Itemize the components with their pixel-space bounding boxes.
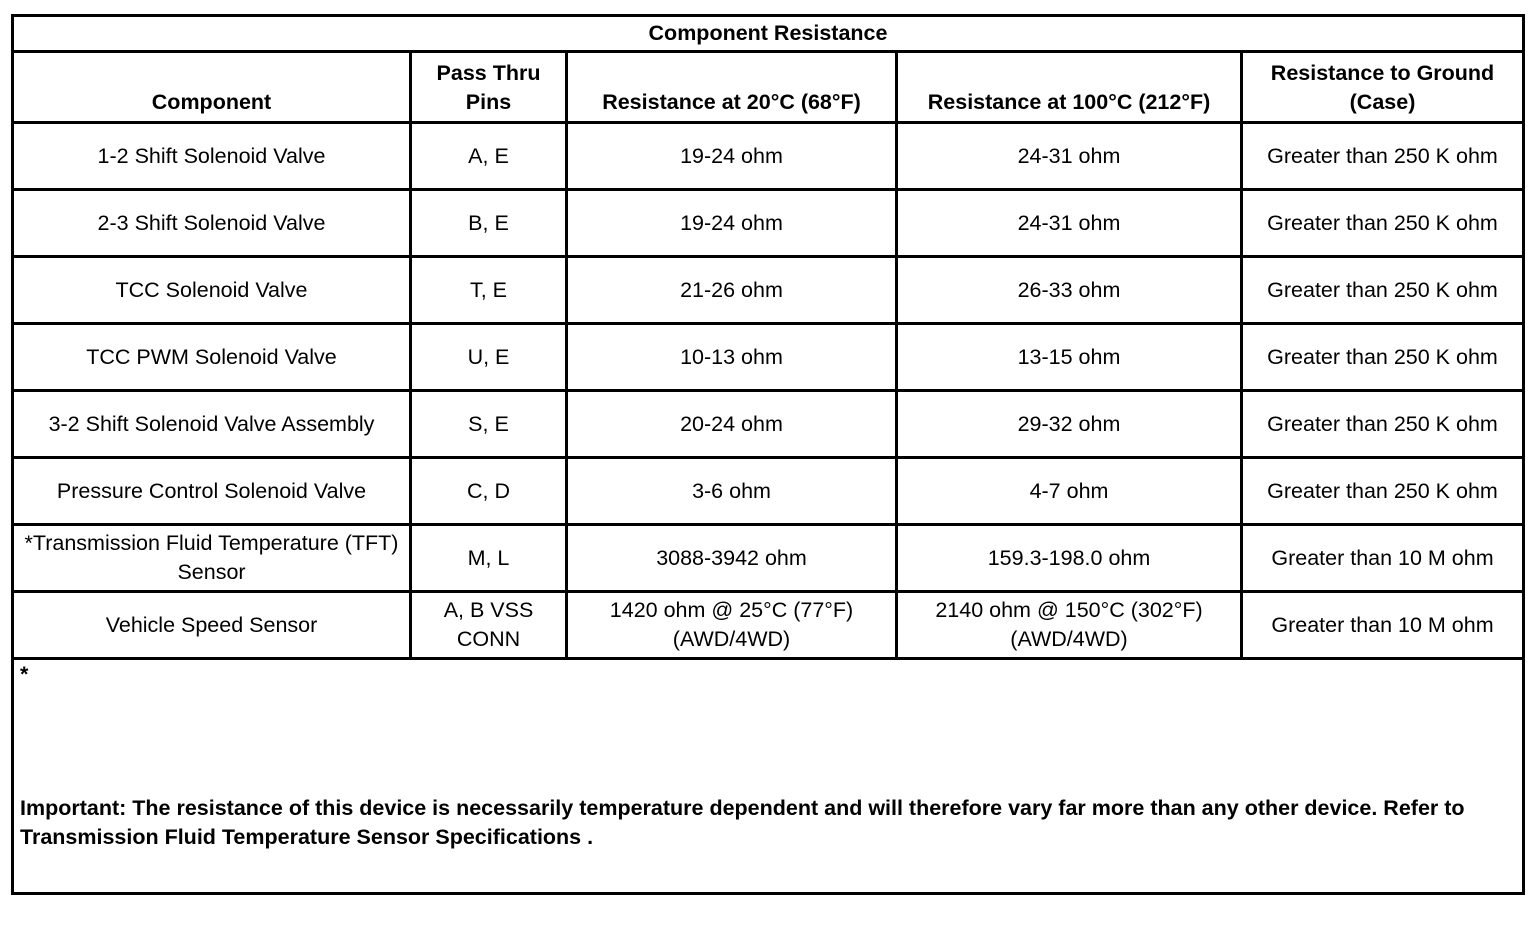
footnote-text: Important: The resistance of this device… [20,796,1465,849]
footnote-marker: * [20,662,29,686]
component-resistance-table: Component Resistance Component Pass Thru… [11,14,1525,895]
table-cell: A, B VSS CONN [409,590,568,660]
table-cell: A, E [409,121,568,191]
table-cell: B, E [409,188,568,258]
table-cell: U, E [409,322,568,392]
table-cell: Greater than 10 M ohm [1240,590,1525,660]
table-cell: Vehicle Speed Sensor [11,590,412,660]
column-header-resistance-20c: Resistance at 20°C (68°F) [565,50,898,124]
table-cell: T, E [409,255,568,325]
table-cell: 159.3-198.0 ohm [895,523,1243,593]
table-cell: 3-6 ohm [565,456,898,526]
table-cell: 26-33 ohm [895,255,1243,325]
table-cell: 1420 ohm @ 25°C (77°F) (AWD/4WD) [565,590,898,660]
column-header-resistance-100c: Resistance at 100°C (212°F) [895,50,1243,124]
table-cell: Greater than 250 K ohm [1240,255,1525,325]
table-row: 2-3 Shift Solenoid Valve B, E 19-24 ohm 24-… [11,188,1525,258]
table-cell: 4-7 ohm [895,456,1243,526]
column-header-component: Component [11,50,412,124]
table-row: 1-2 Shift Solenoid Valve A, E 19-24 ohm 24-… [11,121,1525,191]
column-header-pins: Pass Thru Pins [409,50,568,124]
table-row: 3-2 Shift Solenoid Valve Assembly S, E 20-… [11,389,1525,459]
table-row: TCC PWM Solenoid Valve U, E 10-13 ohm 13-15… [11,322,1525,392]
table-cell: 1-2 Shift Solenoid Valve [11,121,412,191]
column-header-resistance-ground: Resistance to Ground (Case) [1240,50,1525,124]
table-cell: Greater than 250 K ohm [1240,456,1525,526]
table-cell: C, D [409,456,568,526]
table-cell: 24-31 ohm [895,121,1243,191]
table-cell: 10-13 ohm [565,322,898,392]
table-cell: TCC PWM Solenoid Valve [11,322,412,392]
table-cell: 24-31 ohm [895,188,1243,258]
table-cell: 2140 ohm @ 150°C (302°F) (AWD/4WD) [895,590,1243,660]
table-cell: 19-24 ohm [565,121,898,191]
table-row: Vehicle Speed Sensor A, B VSS CONN 1420 oh… [11,590,1525,660]
table-cell: 29-32 ohm [895,389,1243,459]
table-cell: 20-24 ohm [565,389,898,459]
table-cell: 2-3 Shift Solenoid Valve [11,188,412,258]
table-row: *Transmission Fluid Temperature (TFT) Se… [11,523,1525,593]
table-cell: S, E [409,389,568,459]
table-cell: 13-15 ohm [895,322,1243,392]
table-title: Component Resistance [11,14,1525,53]
table-cell: 21-26 ohm [565,255,898,325]
footnote: * Important: The resistance of this devi… [11,657,1525,895]
table-cell: 3-2 Shift Solenoid Valve Assembly [11,389,412,459]
table-cell: TCC Solenoid Valve [11,255,412,325]
table-cell: Pressure Control Solenoid Valve [11,456,412,526]
table-row: TCC Solenoid Valve T, E 21-26 ohm 26-33 ohm… [11,255,1525,325]
table-cell: 3088-3942 ohm [565,523,898,593]
table-cell: Greater than 250 K ohm [1240,389,1525,459]
table-row: Pressure Control Solenoid Valve C, D 3-6 o… [11,456,1525,526]
table-cell: Greater than 250 K ohm [1240,322,1525,392]
table-cell: 19-24 ohm [565,188,898,258]
table-cell: Greater than 10 M ohm [1240,523,1525,593]
table-cell: Greater than 250 K ohm [1240,121,1525,191]
table-cell: *Transmission Fluid Temperature (TFT) Se… [11,523,412,593]
table-cell: Greater than 250 K ohm [1240,188,1525,258]
table-cell: M, L [409,523,568,593]
